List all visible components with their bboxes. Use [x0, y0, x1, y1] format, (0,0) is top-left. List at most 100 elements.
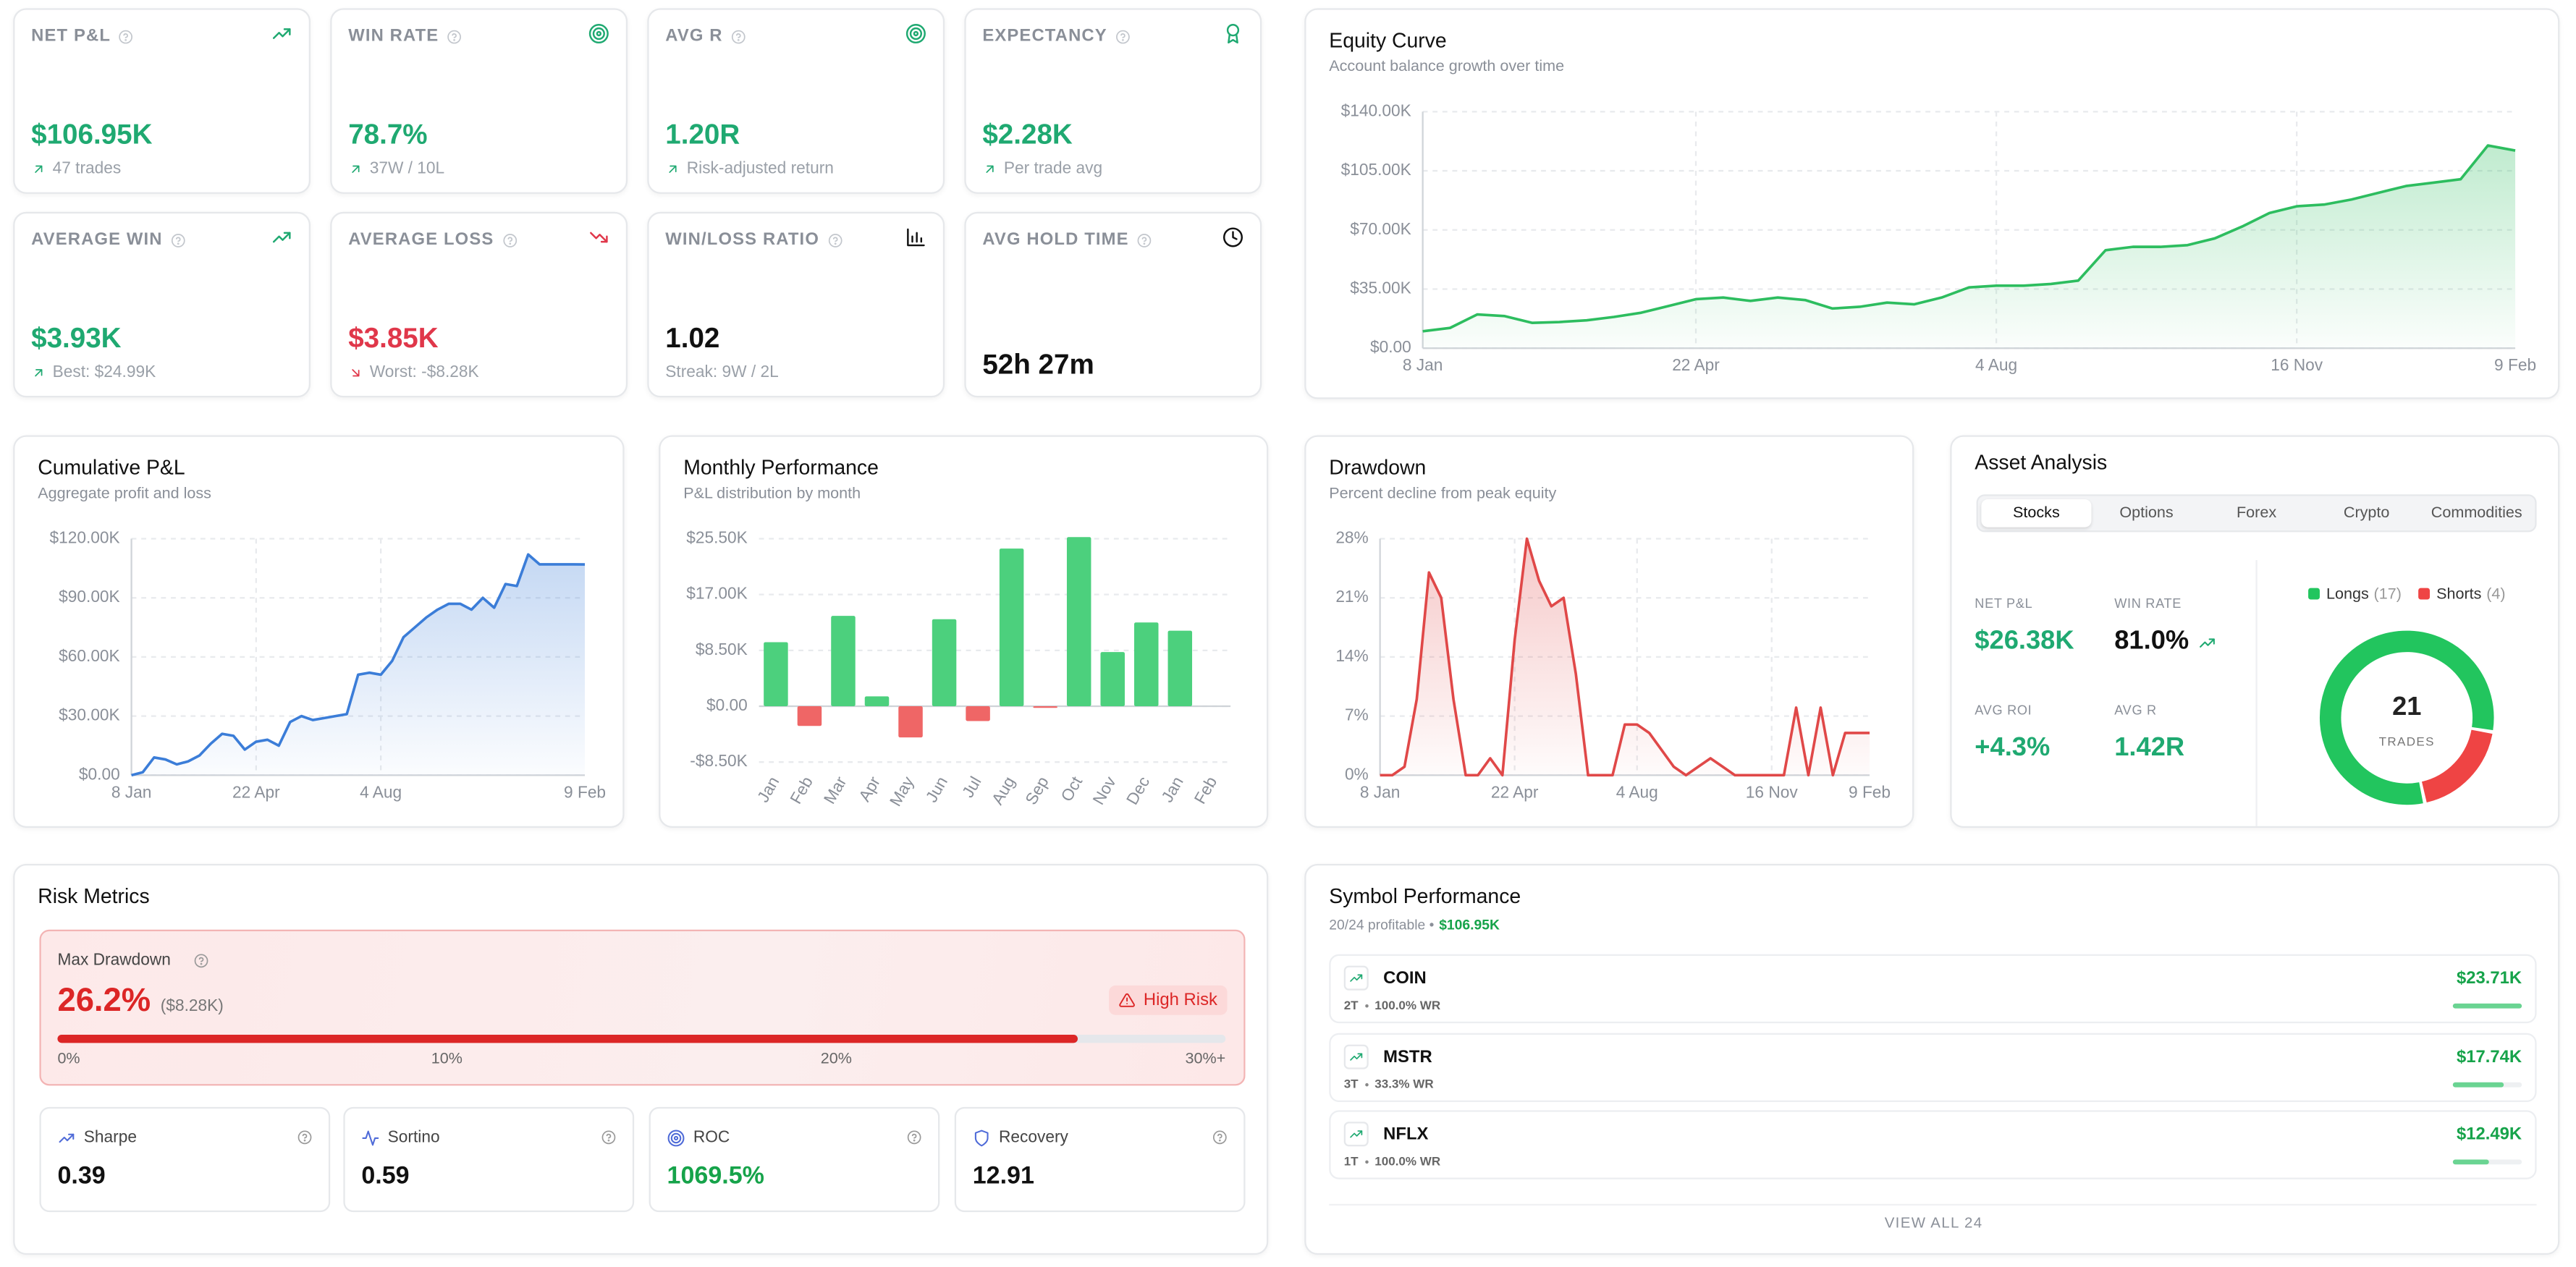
progress-tick-label: 10%: [431, 1050, 463, 1069]
symbol-icon-box: [1343, 965, 1369, 991]
icon-shape: [1119, 993, 1136, 1007]
icon-shape: [1226, 24, 1240, 37]
icon-shape: [913, 30, 919, 37]
symbol-icon-box: [1343, 1044, 1369, 1069]
symbol-row: MSTR 3T 33.3% WR $17.74K: [1329, 1033, 2537, 1103]
tab[interactable]: Stocks: [1981, 499, 2092, 527]
symbol-icon-box: [1343, 1122, 1369, 1147]
symbol-subtitle-row: 20/24 profitable • $106.95K: [1329, 917, 1500, 933]
chart-title: Equity Curve: [1329, 29, 1447, 53]
symbol-pnl: $12.49K: [2457, 1124, 2522, 1145]
icon-shape: [1228, 33, 1238, 44]
icon-shape: [283, 232, 291, 240]
kpi-sub-row: Per trade avg: [982, 160, 1102, 178]
chart-subtitle: Aggregate profit and loss: [38, 485, 211, 504]
kpi-sub: Per trade avg: [1003, 160, 1103, 179]
risk-badge-text: High Risk: [1143, 990, 1217, 1010]
icon-shape: [68, 1133, 75, 1140]
icon-shape: [911, 1133, 917, 1139]
max-drawdown-amount: ($8.28K): [160, 997, 224, 1016]
x-tick-label: Aug: [987, 773, 1018, 808]
symbol-name: COIN: [1383, 968, 1427, 988]
kpi-card: AVG HOLD TIME 52h 27m: [964, 211, 1262, 398]
symbol-win-rate: 100.0% WR: [1374, 1153, 1441, 1169]
x-tick-label: Jul: [958, 773, 985, 800]
chart-subtitle: Account balance growth over time: [1329, 58, 1565, 76]
bar: [864, 696, 890, 707]
metric-label-row: Recovery: [973, 1129, 1068, 1147]
icon-shape: [35, 165, 43, 173]
icon-shape: [986, 165, 994, 173]
symbol-sub-row: 3T 33.3% WR: [1344, 1077, 1434, 1091]
icon-shape: [1116, 29, 1130, 43]
kpi-label: AVERAGE LOSS: [348, 229, 494, 250]
icon-shape: [590, 232, 608, 243]
tab[interactable]: Forex: [2236, 504, 2277, 522]
kpi-label-row: WIN/LOSS RATIO: [665, 230, 843, 250]
kpi-sub: 47 trades: [52, 160, 122, 179]
metric-label: Sortino: [387, 1129, 440, 1148]
bar: [1066, 537, 1091, 707]
kpi-label: WIN/LOSS RATIO: [665, 229, 819, 250]
x-tick-label: 9 Feb: [1849, 782, 1891, 801]
chart: $0.00 $35.00K $70.00K $105.00K $140.00K 8 Jan…: [1341, 101, 2536, 374]
kpi-label: AVERAGE WIN: [31, 229, 163, 250]
icon-shape: [601, 1130, 616, 1145]
help-icon: [1116, 29, 1130, 43]
stat-label: WIN RATE: [2114, 596, 2182, 611]
y-tick-label: 7%: [1345, 705, 1369, 724]
tab[interactable]: Commodities: [2431, 504, 2522, 522]
divider: [2255, 560, 2258, 826]
metric-box: Recovery 12.91: [954, 1106, 1246, 1213]
donut-total: 21: [2392, 691, 2421, 721]
kpi-label: AVG R: [665, 26, 723, 46]
separator-dot: [1364, 1082, 1369, 1086]
icon-shape: [507, 236, 512, 242]
x-tick-label: 8 Jan: [1403, 355, 1443, 374]
metric-box: ROC 1069.5%: [649, 1106, 940, 1213]
kpi-card: WIN RATE 78.7% 37W / 10L: [330, 8, 628, 194]
kpi-card: NET P&L $106.95K 47 trades: [13, 8, 311, 194]
line: [131, 553, 586, 777]
x-tick-label: Dec: [1123, 773, 1154, 808]
help-icon: [731, 29, 746, 43]
equity-card: Equity Curve Account balance growth over …: [1304, 8, 2560, 399]
icon-shape: [1120, 32, 1126, 38]
x-tick-label: 8 Jan: [1360, 782, 1401, 801]
symbol-pnl: $17.74K: [2457, 1047, 2522, 1067]
tab[interactable]: Options: [2119, 504, 2174, 522]
chart-subtitle: Percent decline from peak equity: [1329, 485, 1557, 504]
kpi-label-row: AVERAGE WIN: [31, 230, 185, 250]
y-tick-label: 14%: [1335, 646, 1368, 665]
monthly-card: Monthly Performance P&L distribution by m…: [659, 435, 1269, 828]
x-tick-label: 16 Nov: [2271, 355, 2323, 374]
icon-shape: [735, 32, 741, 38]
max-drawdown-label-row: Max Drawdown: [57, 952, 208, 970]
kpi-sub-row: Best: $24.99K: [31, 364, 156, 382]
view-all-link[interactable]: VIEW ALL 24: [1884, 1214, 1983, 1232]
trend-arrow: [352, 369, 360, 377]
chart-subtitle: P&L distribution by month: [683, 485, 861, 504]
icon-shape: [911, 232, 923, 243]
tab[interactable]: Crypto: [2343, 504, 2390, 522]
alert-icon: [1119, 993, 1136, 1007]
drawdown-card: Drawdown Percent decline from peak equity…: [1304, 435, 1914, 828]
kpi-label-row: AVG R: [665, 26, 746, 46]
y-tick-label: 21%: [1335, 587, 1368, 606]
y-tick-label: $17.00K: [686, 584, 748, 603]
kpi-value: $106.95K: [31, 119, 153, 151]
x-tick-label: 22 Apr: [1491, 782, 1539, 801]
symbol-row: NFLX 1T 100.0% WR $12.49K: [1329, 1110, 2537, 1179]
legend-swatch: [2418, 588, 2431, 600]
kpi-sub: Best: $24.99K: [52, 363, 156, 382]
legend-count: (17): [2374, 584, 2402, 602]
icon-shape: [600, 235, 608, 243]
metric-box: Sortino 0.59: [343, 1106, 635, 1213]
icon-shape: [592, 27, 605, 41]
icon-shape: [200, 962, 203, 965]
bar: [966, 706, 990, 721]
metric-label-row: Sharpe: [57, 1129, 137, 1147]
donut-segment: [2319, 630, 2494, 805]
